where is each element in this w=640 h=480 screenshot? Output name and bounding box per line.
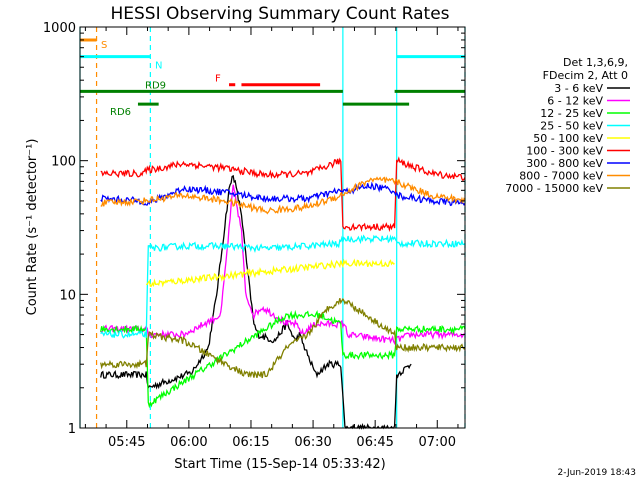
plot-frame (79, 26, 466, 429)
flag-label-n: N (155, 61, 162, 72)
x-tick-label: 06:15 (232, 435, 269, 450)
series-line-800-7000-kev (100, 176, 466, 215)
y-tick-label: 1000 (43, 21, 76, 36)
y-axis-label: Count Rate (s⁻¹ detector⁻¹) (25, 139, 40, 316)
y-tick-label: 1 (68, 422, 76, 437)
date-stamp: 2-Jun-2019 18:43 (558, 468, 637, 478)
legend-label: 300 - 800 keV (526, 157, 603, 170)
series-line-7000-15000-kev (100, 297, 466, 379)
flag-label-rd9: RD9 (145, 80, 166, 91)
chart-title: HESSI Observing Summary Count Rates (110, 4, 449, 24)
series-line-25-50-kev (100, 234, 466, 339)
legend-label: 25 - 50 keV (540, 120, 603, 133)
flag-label-f: F (215, 74, 221, 85)
legend-header: Det 1,3,6,9, (563, 56, 628, 69)
y-tick-label: 10 (59, 288, 76, 303)
x-tick-label: 06:00 (170, 435, 207, 450)
x-tick-label: 06:45 (356, 435, 393, 450)
series-line-100-300-kev (100, 156, 466, 233)
series-line-50-100-kev (145, 258, 395, 288)
x-axis-label: Start Time (15-Sep-14 05:33:42) (174, 457, 385, 472)
series-line-300-800-kev (100, 181, 466, 207)
legend-label: 12 - 25 keV (540, 107, 603, 120)
legend-label: 50 - 100 keV (533, 132, 603, 145)
legend-label: 100 - 300 keV (526, 145, 603, 158)
x-tick-label: 07:00 (419, 435, 456, 450)
x-tick-label: 05:45 (108, 435, 145, 450)
plot-area: S N F RD9 RD6 1 10 100 1000 05:45 06:00 06:15 06:30 0… (43, 21, 466, 450)
legend-label: 7000 - 15000 keV (505, 182, 603, 195)
series-line-12-25-kev (100, 309, 466, 409)
legend-label: 6 - 12 keV (547, 95, 603, 108)
x-tick-label: 06:30 (294, 435, 331, 450)
legend-label: 800 - 7000 keV (519, 170, 603, 183)
flag-label-s: S (101, 40, 107, 51)
legend-header: FDecim 2, Att 0 (543, 69, 628, 82)
y-tick-label: 100 (51, 155, 76, 170)
flag-label-rd6: RD6 (110, 107, 131, 118)
legend-label: 3 - 6 keV (554, 82, 603, 95)
